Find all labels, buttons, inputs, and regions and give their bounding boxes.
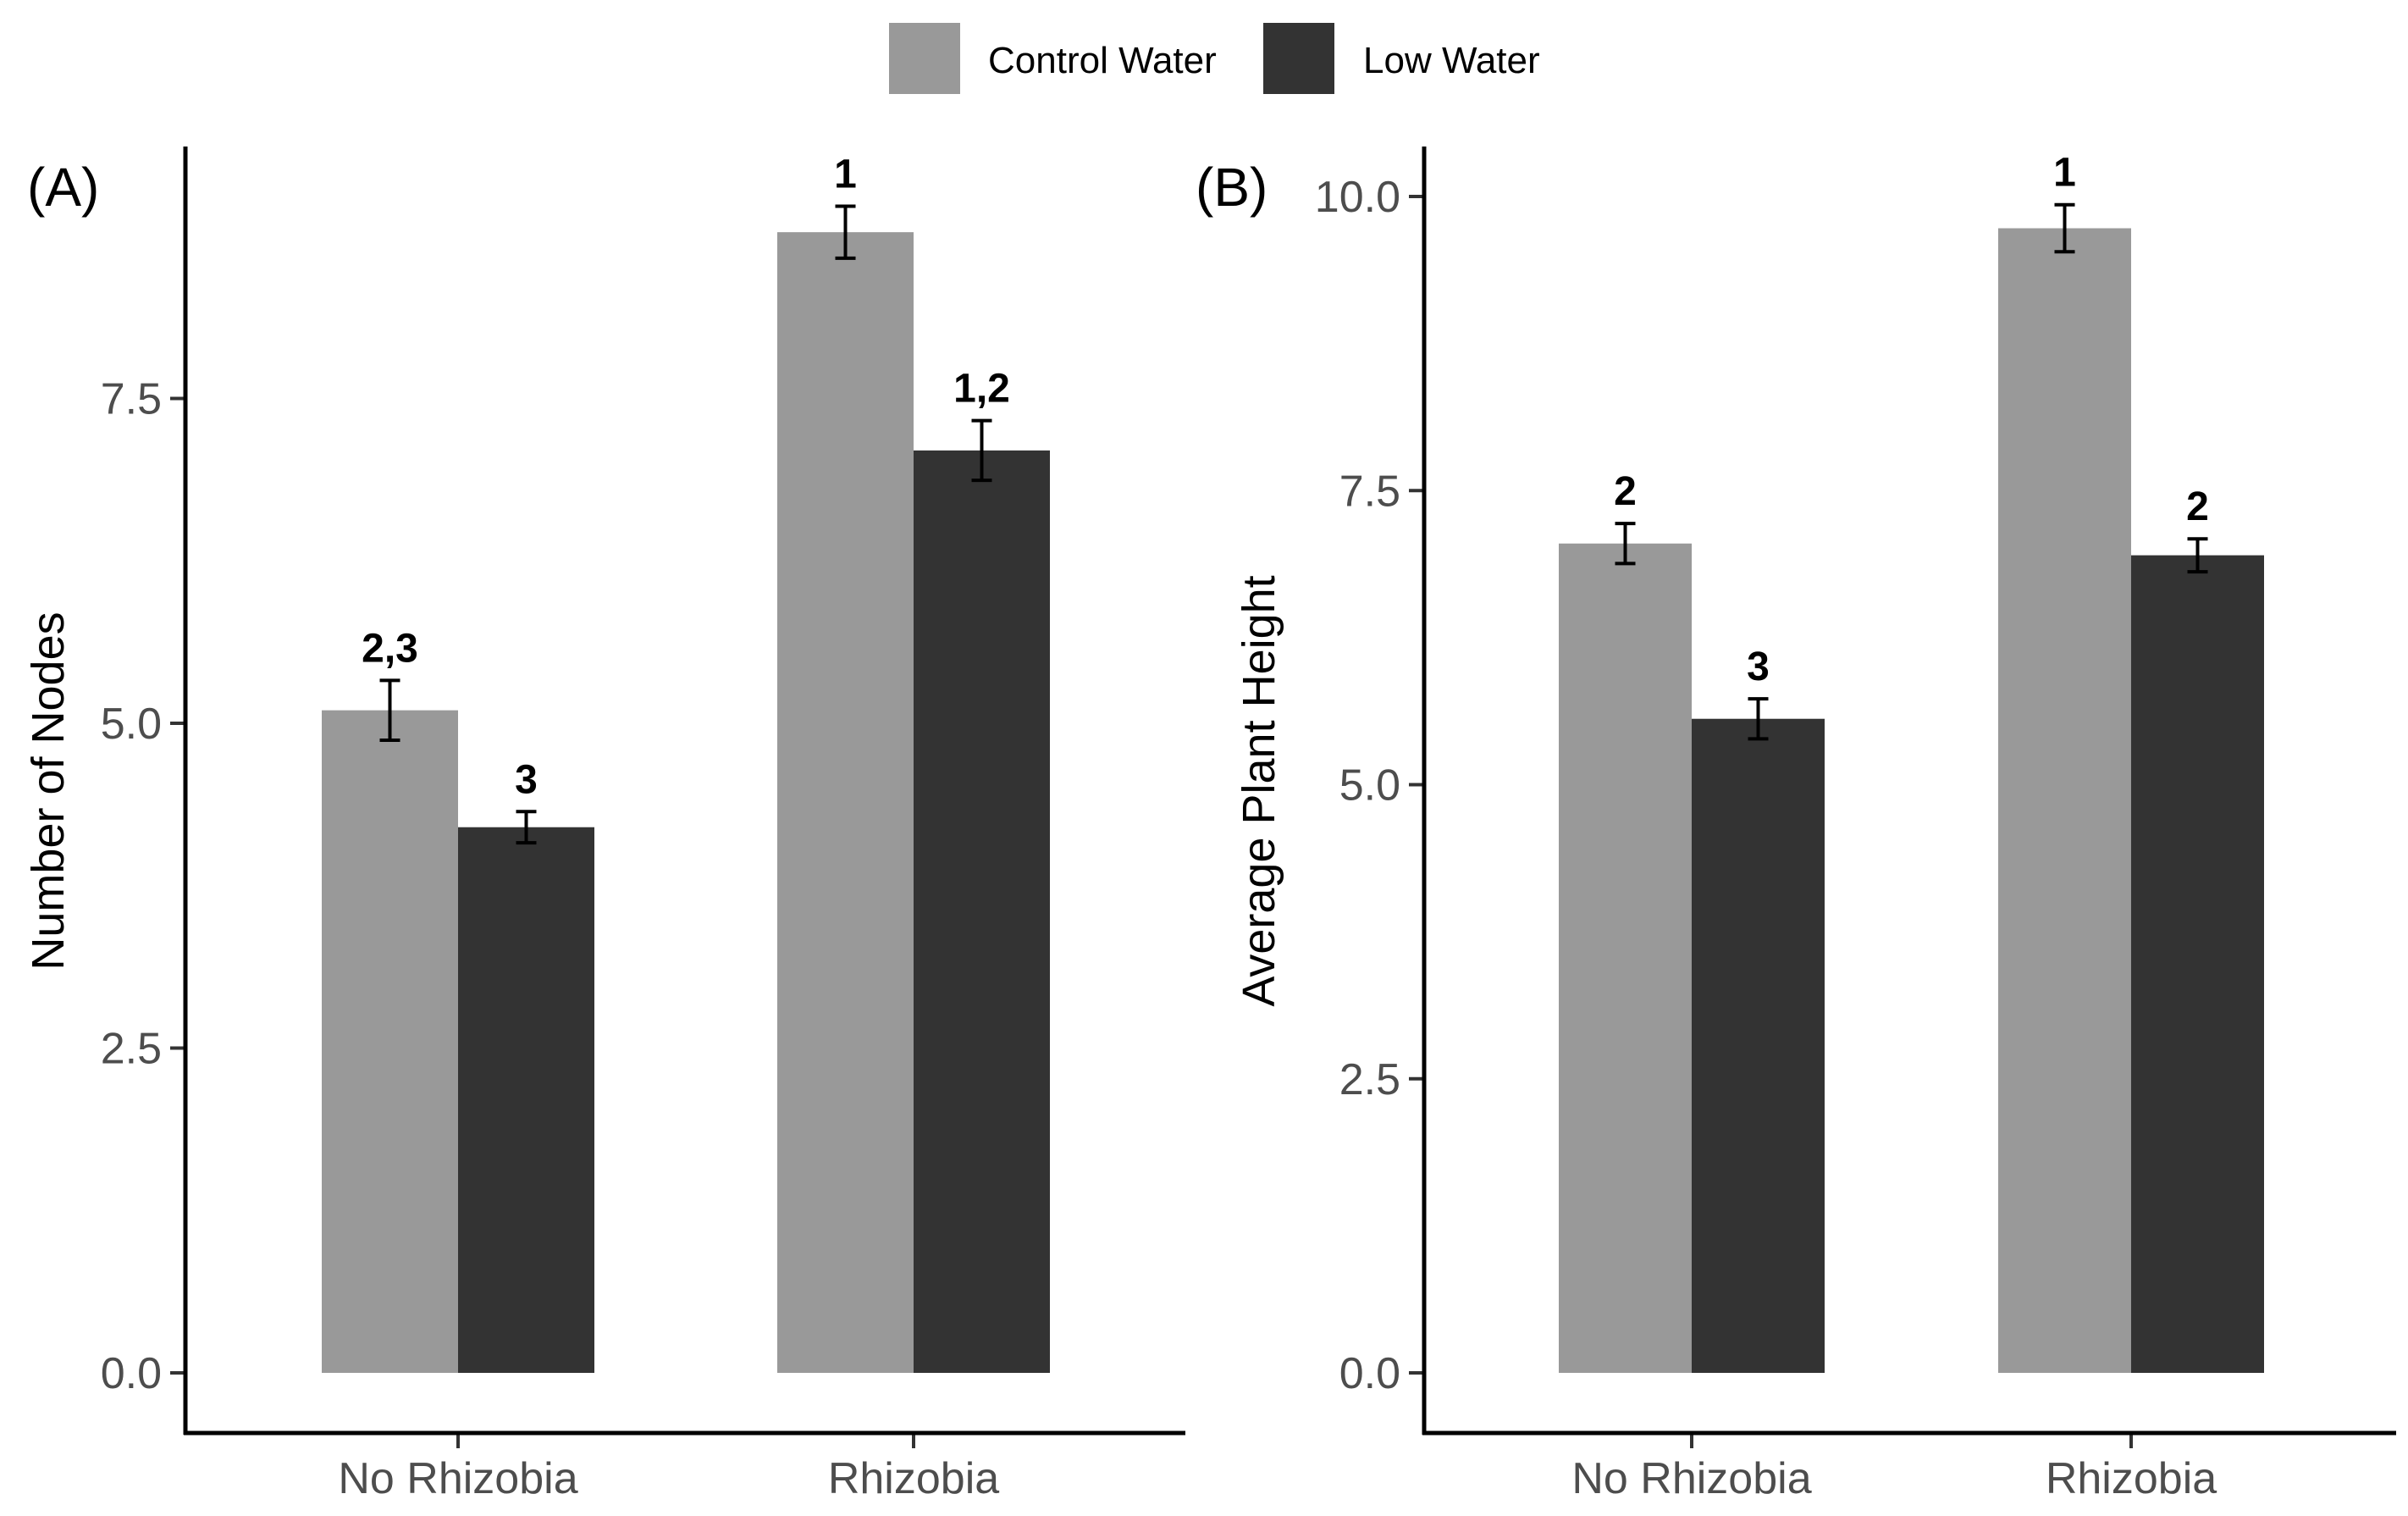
panel-a-y-axis-title: Number of Nodes <box>23 611 74 970</box>
panel-b-bar-rhizobia-low-water <box>2131 555 2264 1373</box>
panel-a-bar-no-rhizobia-control-water <box>322 710 458 1373</box>
panel-b-x-tick-label-rhizobia: Rhizobia <box>2046 1454 2217 1503</box>
panel-a-bars <box>322 232 1050 1374</box>
panel-b-bars <box>1559 228 2264 1374</box>
panel-b-bar-no-rhizobia-control-water <box>1559 543 1692 1373</box>
panel-a-sig-label-rhizobia-control-water: 1 <box>834 152 857 196</box>
panel-b-sig-label-rhizobia-control-water: 1 <box>2053 151 2076 196</box>
panel-b-y-tick-label: 5.0 <box>1339 761 1400 811</box>
panel-a-x-tick-label-no-rhizobia: No Rhizobia <box>338 1454 577 1503</box>
panel-b-label: (B) <box>1196 157 1268 218</box>
panel-b-x-tick-label-no-rhizobia: No Rhizobia <box>1571 1454 1811 1503</box>
panel-a-x-ticks: No Rhizobia Rhizobia <box>338 1433 999 1503</box>
panel-a-x-tick-label-rhizobia: Rhizobia <box>828 1454 999 1503</box>
panel-b-x-ticks: No Rhizobia Rhizobia <box>1571 1433 2217 1503</box>
panel-b-y-axis-title: Average Plant Height <box>1234 575 1284 1006</box>
panel-a-bar-rhizobia-low-water <box>914 450 1050 1373</box>
panel-a-sig-label-rhizobia-low-water: 1,2 <box>953 367 1010 412</box>
legend-swatch-low-water <box>1263 23 1334 94</box>
panel-a-bar-no-rhizobia-low-water <box>458 827 594 1373</box>
panel-a-error-bars <box>379 204 992 845</box>
panel-a: (A) Number of Nodes 0.0 2.5 5.0 7.5 2,3 3 1 1,… <box>23 147 1185 1503</box>
panel-a-bar-rhizobia-control-water <box>777 232 914 1374</box>
panel-b-y-tick-label: 10.0 <box>1315 173 1400 222</box>
panel-a-label: (A) <box>27 157 99 218</box>
panel-a-y-tick-label: 5.0 <box>101 700 162 749</box>
panel-a-y-tick-label: 0.0 <box>101 1349 162 1398</box>
panel-a-y-ticks: 0.0 2.5 5.0 7.5 <box>101 375 185 1398</box>
legend-label-control-water: Control Water <box>988 40 1217 81</box>
panel-b: (B) Average Plant Height 0.02.55.07.510.… <box>1196 147 2396 1503</box>
legend: Control Water Low Water <box>889 23 1540 94</box>
panel-b-y-tick-label: 7.5 <box>1339 467 1400 516</box>
panel-a-y-tick-label: 7.5 <box>101 375 162 424</box>
panel-b-error-bars <box>1615 202 2208 741</box>
panel-b-sig-label-rhizobia-low-water: 2 <box>2186 484 2209 529</box>
panel-b-sig-label-no-rhizobia-control-water: 2 <box>1614 469 1637 514</box>
panel-b-sig-labels: 2 3 1 2 <box>1614 151 2209 689</box>
panel-a-sig-label-no-rhizobia-control-water: 2,3 <box>362 626 418 671</box>
panel-a-sig-labels: 2,3 3 1 1,2 <box>362 152 1010 802</box>
panel-a-sig-label-no-rhizobia-low-water: 3 <box>515 757 538 802</box>
panel-b-bar-no-rhizobia-low-water <box>1692 718 1825 1373</box>
legend-swatch-control-water <box>889 23 960 94</box>
legend-label-low-water: Low Water <box>1363 40 1540 81</box>
panel-b-y-tick-label: 0.0 <box>1339 1349 1400 1398</box>
panel-b-sig-label-no-rhizobia-low-water: 3 <box>1747 645 1770 689</box>
panel-b-y-tick-label: 2.5 <box>1339 1055 1400 1104</box>
panel-b-y-ticks: 0.0 2.5 5.0 7.5 10.0 <box>1315 173 1424 1398</box>
panel-a-y-tick-label: 2.5 <box>101 1025 162 1074</box>
panel-b-bar-rhizobia-control-water <box>1998 228 2131 1374</box>
